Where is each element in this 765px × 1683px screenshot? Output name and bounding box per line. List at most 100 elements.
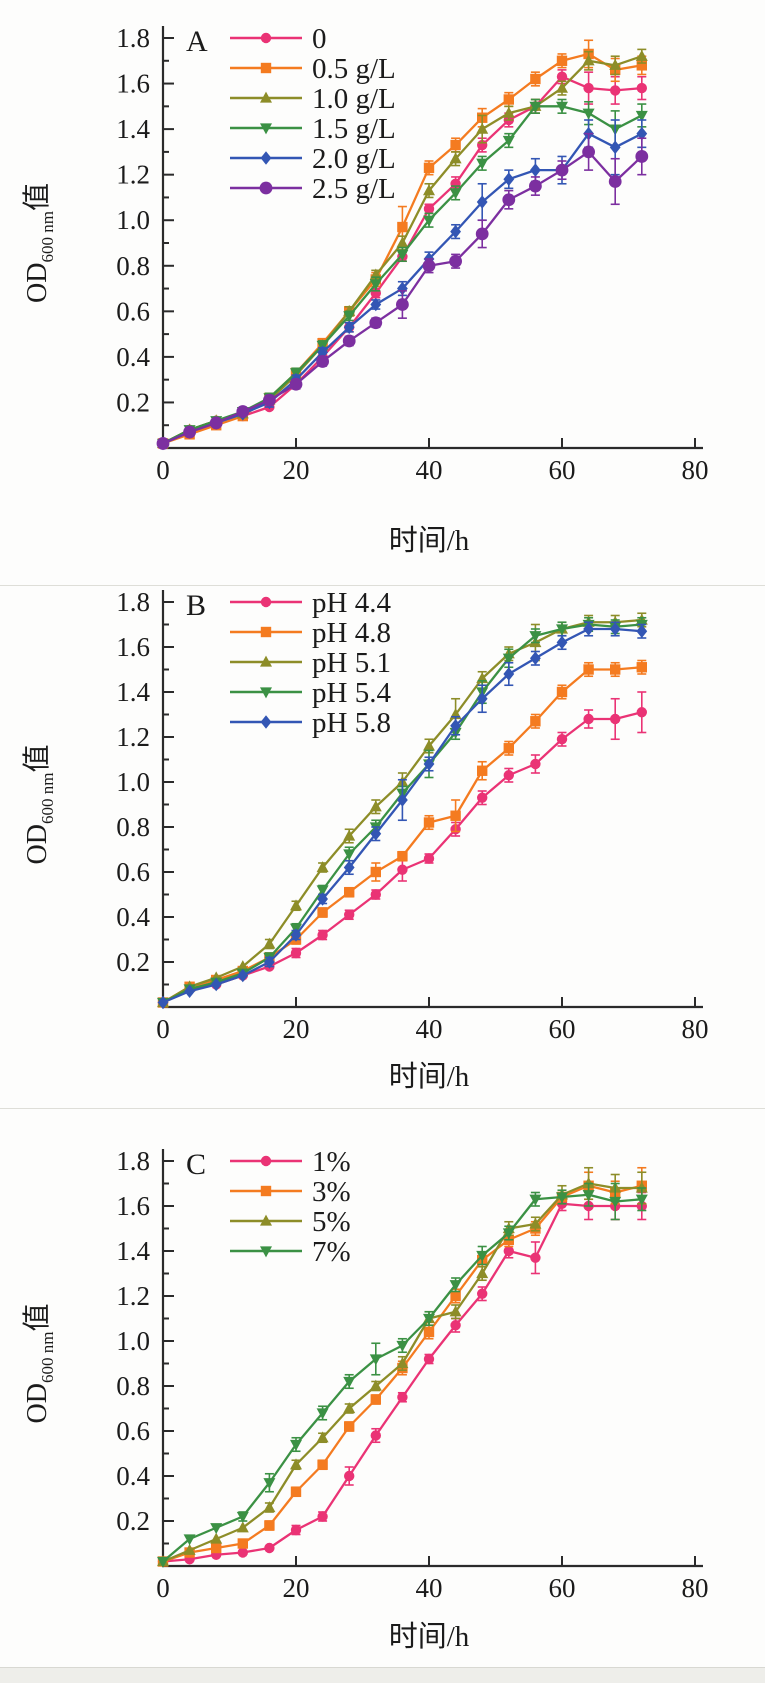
legend-marker-icon bbox=[260, 1214, 272, 1226]
data-point-marker-icon bbox=[635, 150, 649, 163]
legend-marker-icon bbox=[260, 596, 272, 608]
data-point-marker-icon bbox=[263, 1501, 276, 1513]
data-point-marker-icon bbox=[530, 1252, 541, 1263]
legend: pH 4.4pH 4.8pH 5.1pH 5.4pH 5.8 bbox=[230, 587, 391, 739]
data-point-marker-icon bbox=[369, 1379, 382, 1391]
data-point-marker-icon bbox=[476, 195, 488, 209]
y-tick-label: 1.0 bbox=[116, 1326, 150, 1356]
data-point-marker-icon bbox=[423, 739, 435, 751]
data-point-marker-icon bbox=[529, 1194, 542, 1206]
data-point-marker-icon bbox=[556, 686, 568, 698]
data-point-marker-icon bbox=[317, 929, 328, 941]
axes: 0.2 0.4 0.6 0.8 1.0 1.2 1.4 1.6 1.8 0 20 40 60 80 bbox=[116, 23, 708, 485]
data-point-marker-icon bbox=[316, 355, 329, 368]
data-point-marker-icon bbox=[183, 1543, 196, 1555]
data-point-marker-icon bbox=[343, 311, 356, 323]
data-point-marker-icon bbox=[290, 1439, 302, 1451]
legend-item-pH 4.8: pH 4.8 bbox=[230, 617, 391, 649]
legend-item-5%: 5% bbox=[230, 1206, 351, 1238]
data-point-marker-icon bbox=[396, 1357, 409, 1369]
data-point-marker-icon bbox=[343, 1402, 356, 1414]
data-point-marker-icon bbox=[157, 1556, 169, 1568]
y-tick-label: 1.6 bbox=[116, 632, 150, 662]
data-point-marker-icon bbox=[608, 175, 622, 188]
data-point-marker-icon bbox=[449, 188, 462, 200]
data-point-marker-icon bbox=[502, 135, 515, 147]
y-tick-label: 0.6 bbox=[116, 296, 150, 326]
data-point-marker-icon bbox=[582, 108, 595, 120]
data-point-marker-icon bbox=[636, 662, 647, 673]
data-point-marker-icon bbox=[475, 227, 489, 241]
data-point-marker-icon bbox=[635, 49, 648, 61]
data-point-marker-icon bbox=[555, 163, 569, 177]
data-point-marker-icon bbox=[423, 203, 435, 215]
data-point-marker-icon bbox=[343, 1376, 356, 1388]
data-point-marker-icon bbox=[476, 1250, 489, 1262]
data-point-marker-icon bbox=[210, 1532, 223, 1544]
x-tick-label: 0 bbox=[156, 1014, 170, 1044]
data-point-marker-icon bbox=[369, 316, 383, 330]
legend-label: pH 5.1 bbox=[312, 647, 391, 679]
panel-letter: A bbox=[186, 25, 208, 58]
legend-label: 1.5 g/L bbox=[312, 113, 396, 145]
legend-label: 5% bbox=[312, 1206, 351, 1238]
panel-letter: B bbox=[186, 589, 206, 622]
legend-marker-icon bbox=[260, 687, 272, 699]
data-point-marker-icon bbox=[476, 122, 489, 134]
legend-item-0.5 g/L: 0.5 g/L bbox=[230, 53, 396, 85]
data-point-marker-icon bbox=[263, 1478, 276, 1490]
data-point-marker-icon bbox=[369, 1354, 382, 1366]
data-point-marker-icon bbox=[396, 236, 409, 248]
legend-marker-icon bbox=[260, 626, 272, 638]
legend-marker-icon bbox=[260, 91, 272, 103]
chart-canvas-c: 0.2 0.4 0.6 0.8 1.0 1.2 1.4 1.6 1.8 0 20 40 60 80 时间/h… bbox=[21, 1146, 709, 1653]
x-tick-label: 60 bbox=[549, 455, 576, 485]
data-point-marker-icon bbox=[211, 1542, 222, 1554]
data-point-marker-icon bbox=[529, 631, 542, 643]
series-2.0 g/L bbox=[157, 119, 648, 451]
data-point-marker-icon bbox=[397, 221, 408, 233]
data-point-marker-icon bbox=[477, 1288, 488, 1299]
data-point-marker-icon bbox=[423, 1353, 435, 1365]
legend-marker-icon bbox=[259, 181, 273, 195]
data-point-marker-icon bbox=[423, 757, 435, 771]
data-point-marker-icon bbox=[609, 1196, 622, 1208]
data-point-marker-icon bbox=[529, 101, 542, 113]
data-point-marker-icon bbox=[582, 1190, 595, 1202]
data-point-marker-icon bbox=[264, 1520, 275, 1531]
data-point-marker-icon bbox=[556, 734, 568, 745]
data-point-marker-icon bbox=[476, 1267, 489, 1279]
legend-marker-icon bbox=[260, 151, 272, 165]
legend-item-2.5 g/L: 2.5 g/L bbox=[230, 173, 396, 205]
legend-marker-icon bbox=[260, 123, 272, 135]
legend-label: 0.5 g/L bbox=[312, 53, 396, 85]
data-point-marker-icon bbox=[369, 279, 382, 291]
legend-label: 1% bbox=[312, 1146, 351, 1178]
data-point-marker-icon bbox=[582, 1177, 595, 1189]
data-point-marker-icon bbox=[556, 624, 568, 636]
y-tick-label: 0.4 bbox=[116, 1461, 150, 1491]
data-point-marker-icon bbox=[530, 73, 541, 85]
legend-marker-icon bbox=[260, 62, 272, 74]
data-point-marker-icon bbox=[610, 85, 621, 96]
data-point-marker-icon bbox=[450, 1290, 461, 1302]
data-point-marker-icon bbox=[423, 1326, 435, 1338]
series-1% bbox=[157, 1191, 647, 1567]
data-point-marker-icon bbox=[477, 792, 488, 803]
data-point-marker-icon bbox=[236, 960, 249, 972]
series-pH 4.8 bbox=[157, 659, 647, 1008]
data-point-marker-icon bbox=[264, 1542, 275, 1554]
legend-marker-icon bbox=[260, 715, 272, 729]
data-point-marker-icon bbox=[344, 909, 355, 920]
y-axis-title: OD600 nm值 bbox=[21, 183, 57, 303]
data-point-marker-icon bbox=[316, 1408, 329, 1420]
data-point-marker-icon bbox=[503, 770, 514, 781]
legend-marker-icon bbox=[260, 1185, 272, 1197]
data-point-marker-icon bbox=[556, 55, 568, 66]
data-point-marker-icon bbox=[344, 1421, 355, 1432]
data-point-marker-icon bbox=[450, 810, 461, 821]
data-point-marker-icon bbox=[503, 172, 515, 187]
scan-edge-strip bbox=[0, 1667, 765, 1683]
legend-item-7%: 7% bbox=[230, 1236, 351, 1268]
